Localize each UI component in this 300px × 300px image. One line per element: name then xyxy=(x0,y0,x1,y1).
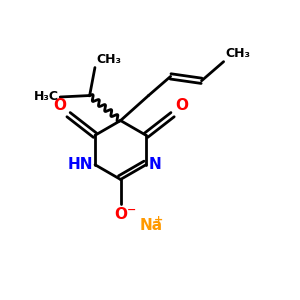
Text: +: + xyxy=(154,215,163,225)
Text: CH₃: CH₃ xyxy=(96,53,122,66)
Text: H₃C: H₃C xyxy=(34,91,59,103)
Text: HN: HN xyxy=(67,157,93,172)
Text: CH₃: CH₃ xyxy=(225,47,250,60)
Text: O: O xyxy=(114,207,127,222)
Text: −: − xyxy=(127,205,136,215)
Text: N: N xyxy=(148,157,161,172)
Text: O: O xyxy=(175,98,188,113)
Text: Na: Na xyxy=(140,218,163,233)
Text: O: O xyxy=(53,98,66,113)
